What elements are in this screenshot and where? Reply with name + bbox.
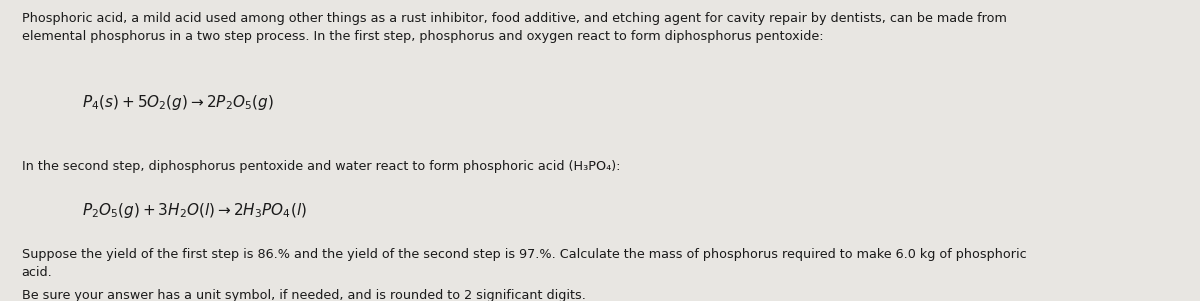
Text: Phosphoric acid, a mild acid used among other things as a rust inhibitor, food a: Phosphoric acid, a mild acid used among …	[22, 12, 1007, 42]
Text: Suppose the yield of the first step is 86.% and the yield of the second step is : Suppose the yield of the first step is 8…	[22, 248, 1026, 279]
Text: In the second step, diphosphorus pentoxide and water react to form phosphoric ac: In the second step, diphosphorus pentoxi…	[22, 160, 620, 172]
Text: $\mathit{P}_{2}\mathit{O}_{5}\mathit{(g)}+3\mathit{H}_{2}\mathit{O(l)}\rightarro: $\mathit{P}_{2}\mathit{O}_{5}\mathit{(g)…	[82, 201, 306, 220]
Text: Be sure your answer has a unit symbol, if needed, and is rounded to 2 significan: Be sure your answer has a unit symbol, i…	[22, 289, 586, 301]
Text: $\mathit{P}_{4}\mathit{(s)}+5\mathit{O}_{2}\mathit{(g)}\rightarrow 2\mathit{P}_{: $\mathit{P}_{4}\mathit{(s)}+5\mathit{O}_…	[82, 93, 274, 112]
